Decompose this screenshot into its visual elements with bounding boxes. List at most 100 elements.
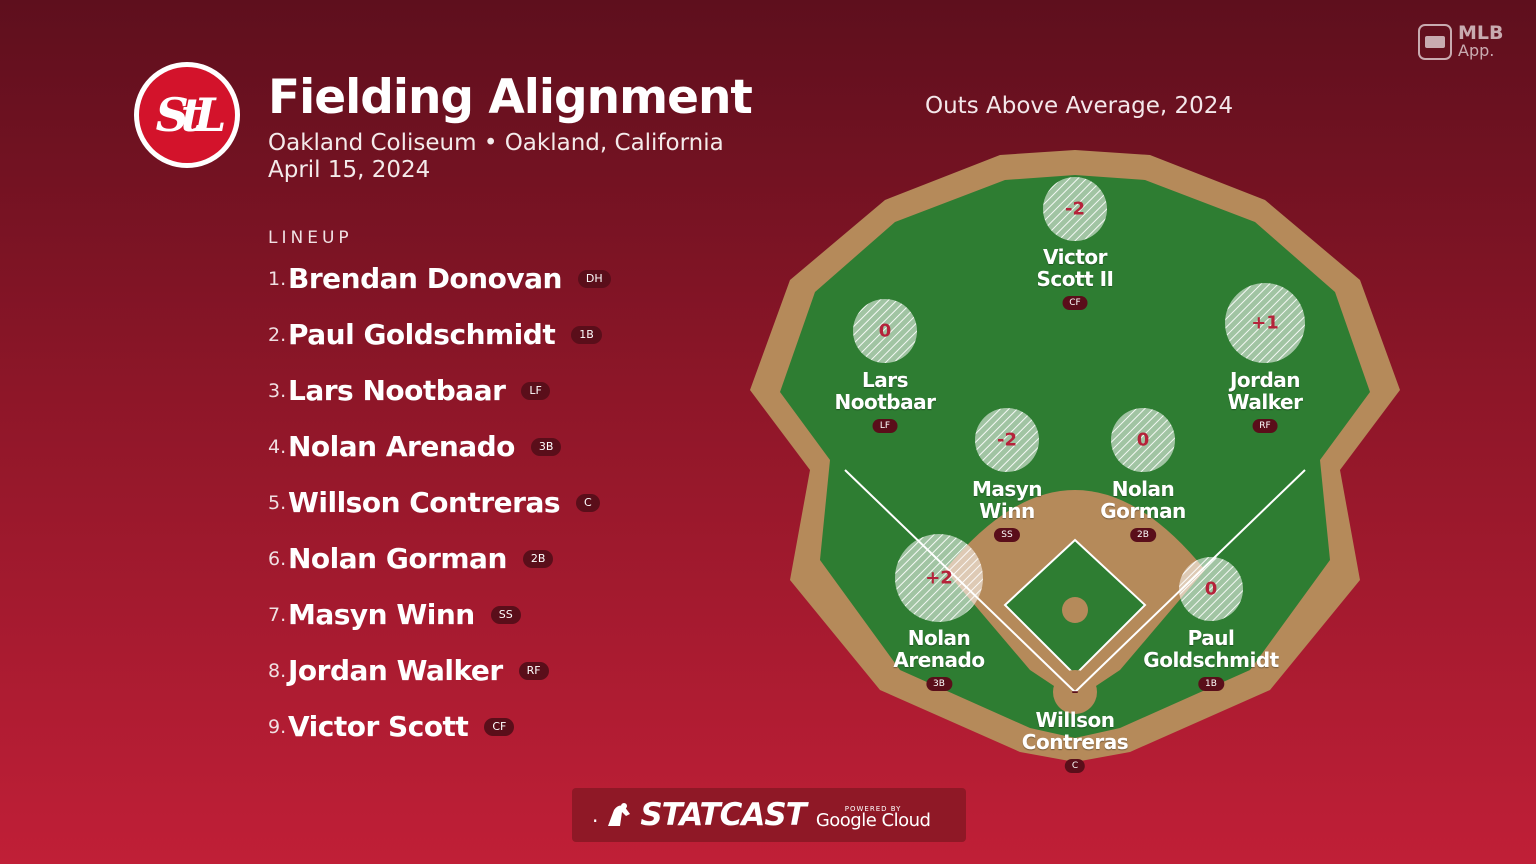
pitchers-mound	[1062, 597, 1088, 623]
lineup-number: 7.	[268, 603, 287, 626]
fielder-name-line1: Paul	[1187, 626, 1235, 650]
fielder-position-badge: LF	[872, 419, 898, 433]
lineup-number: 5.	[268, 491, 287, 514]
lineup-player-name: Brendan Donovan	[288, 262, 562, 295]
lineup-player-name: Lars Nootbaar	[288, 374, 506, 407]
fielder-name-line1: Lars	[861, 368, 909, 392]
lineup-player-name: Nolan Arenado	[288, 430, 515, 463]
position-badge: RF	[518, 661, 549, 680]
fielder-1b: Paul Goldschmidt 1B	[1143, 626, 1279, 691]
lineup-item: 6. Nolan Gorman 2B	[268, 542, 554, 575]
statcast-wordmark: STATCAST	[640, 797, 806, 833]
lineup-item: 7. Masyn Winn SS	[268, 598, 521, 631]
fielder-name-line2: Arenado	[893, 648, 985, 672]
page-title: Fielding Alignment	[268, 70, 753, 125]
fielder-name-line2: Walker	[1227, 390, 1303, 414]
lineup-item: 5. Willson Contreras C	[268, 486, 600, 519]
fielder-position-badge: 2B	[1130, 528, 1156, 542]
fielder-name-line1: Nolan	[1111, 477, 1175, 501]
position-badge: SS	[490, 605, 521, 624]
fielder-name-line2: Nootbaar	[834, 390, 936, 414]
lineup-player-name: Victor Scott	[288, 710, 469, 743]
fielder-ss: Masyn Winn SS	[971, 477, 1043, 542]
batter-icon	[608, 803, 631, 826]
fielder-rf: Jordan Walker RF	[1228, 369, 1303, 433]
mlb-logo-icon	[1418, 24, 1452, 60]
fielder-2b: Nolan Gorman 2B	[1100, 478, 1186, 542]
oaa-circle-ss	[975, 408, 1039, 472]
lineup-player-name: Paul Goldschmidt	[288, 318, 556, 351]
oaa-value-lf: 0	[878, 320, 892, 342]
position-badge: LF	[521, 381, 550, 400]
position-badge: 1B	[571, 325, 602, 344]
lineup-item: 3. Lars Nootbaar LF	[268, 374, 550, 407]
lineup-item: 2. Paul Goldschmidt 1B	[268, 318, 602, 351]
oaa-circle-rf	[1225, 283, 1305, 363]
fielder-position-badge: 1B	[1198, 677, 1224, 691]
fielder-name-line2: Gorman	[1100, 499, 1186, 523]
fielder-position-badge: CF	[1062, 296, 1088, 310]
position-badge: DH	[577, 269, 611, 288]
dot-icon: .	[592, 803, 599, 827]
fielder-position-badge: 3B	[926, 677, 952, 691]
lineup-player-name: Nolan Gorman	[288, 542, 507, 575]
position-badge: CF	[484, 717, 515, 736]
oaa-circle-3b	[895, 534, 983, 622]
fielder-name-line1: Willson	[1035, 708, 1115, 732]
lineup-item: 9. Victor Scott CF	[268, 710, 515, 743]
logo-text: StL	[139, 67, 235, 163]
position-badge: C	[576, 493, 600, 512]
lineup-item: 1. Brendan Donovan DH	[268, 262, 611, 295]
lineup-item: 4. Nolan Arenado 3B	[268, 430, 562, 463]
position-badge: 2B	[522, 549, 554, 568]
oaa-circle-1b	[1179, 557, 1243, 621]
fielder-name-line2: Contreras	[1021, 730, 1129, 754]
oaa-circle-lf	[853, 299, 917, 363]
fielder-position-badge: RF	[1252, 419, 1278, 433]
fielder-name-line1: Nolan	[907, 626, 971, 650]
oaa-circle-2b	[1111, 408, 1175, 472]
oaa-value-2b: 0	[1136, 429, 1150, 451]
game-date: April 15, 2024	[268, 157, 431, 183]
fielder-c: Willson Contreras C	[1021, 708, 1129, 773]
lineup-player-name: Jordan Walker	[288, 654, 503, 687]
cardinals-logo: StL	[134, 62, 240, 168]
fielder-name-line2: Goldschmidt	[1143, 648, 1279, 672]
lineup-number: 3.	[268, 379, 287, 402]
lineup-number: 9.	[268, 715, 287, 738]
powered-by-label: POWERED BY	[844, 805, 902, 813]
oaa-value-rf: +1	[1251, 312, 1279, 334]
lineup-item: 8. Jordan Walker RF	[268, 654, 549, 687]
google-cloud-label: Google Cloud	[815, 810, 931, 831]
oaa-value-ss: -2	[997, 429, 1017, 451]
oaa-chart-title: Outs Above Average, 2024	[925, 93, 1234, 119]
mlb-wordmark: MLB	[1458, 22, 1504, 44]
lineup-player-name: Willson Contreras	[288, 486, 561, 519]
oaa-circle-cf	[1043, 177, 1107, 241]
lineup-number: 6.	[268, 547, 287, 570]
fielder-name-line1: Jordan	[1229, 368, 1301, 392]
position-badge: 3B	[530, 437, 562, 456]
venue-subtitle: Oakland Coliseum • Oakland, California	[268, 130, 724, 156]
oaa-value-3b: +2	[925, 567, 953, 589]
fielder-3b: Nolan Arenado 3B	[893, 626, 985, 691]
app-wordmark: App.	[1458, 41, 1495, 60]
fielder-name-line2: Winn	[979, 499, 1035, 523]
fielder-position-badge: SS	[994, 528, 1020, 542]
fielder-lf: Lars Nootbaar LF	[835, 369, 936, 433]
fielder-name-line2: Scott II	[1036, 267, 1114, 291]
fielder-cf: Victor Scott II CF	[1037, 246, 1114, 310]
oaa-value-1b: 0	[1204, 578, 1218, 600]
lineup-number: 4.	[268, 435, 287, 458]
lineup-number: 1.	[268, 267, 287, 290]
lineup-number: 2.	[268, 323, 287, 346]
lineup-number: 8.	[268, 659, 287, 682]
lineup-player-name: Masyn Winn	[288, 598, 475, 631]
mlb-app-watermark: MLB App.	[1418, 24, 1504, 60]
fielder-position-badge: C	[1064, 759, 1086, 773]
fielder-name-line1: Victor	[1042, 245, 1108, 269]
fielder-name-line1: Masyn	[971, 477, 1043, 501]
lineup-heading: LINEUP	[268, 228, 353, 248]
statcast-banner: . STATCAST POWERED BY Google Cloud	[572, 788, 966, 842]
